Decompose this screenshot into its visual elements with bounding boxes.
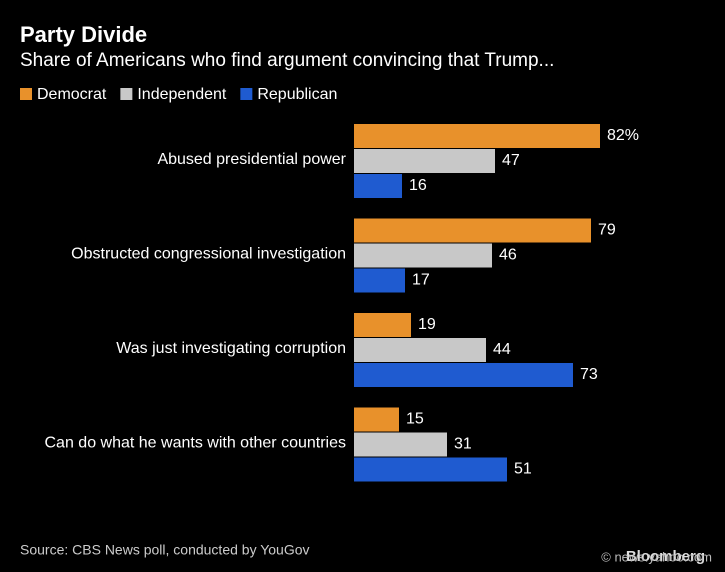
legend-label: Democrat bbox=[37, 86, 107, 103]
legend-label: Independent bbox=[137, 86, 227, 103]
bar bbox=[354, 363, 573, 387]
legend-label: Republican bbox=[257, 86, 337, 103]
bar bbox=[354, 457, 507, 482]
bar bbox=[354, 243, 492, 268]
value-label: 19 bbox=[418, 316, 436, 333]
legend-swatch bbox=[240, 88, 253, 100]
value-label: 82% bbox=[607, 127, 639, 144]
bar bbox=[354, 174, 402, 198]
bar bbox=[354, 407, 399, 432]
category-label: Was just investigating corruption bbox=[116, 340, 346, 357]
value-label: 47 bbox=[502, 152, 520, 169]
bar bbox=[354, 313, 411, 337]
bar bbox=[354, 149, 495, 173]
legend-swatch bbox=[120, 88, 133, 100]
value-label: 44 bbox=[493, 341, 511, 358]
source: Source: CBS News poll, conducted by YouG… bbox=[20, 542, 310, 558]
value-label: 46 bbox=[499, 247, 517, 264]
value-label: 31 bbox=[454, 436, 472, 453]
chart-title: Party Divide bbox=[20, 22, 147, 47]
bar bbox=[354, 268, 405, 293]
value-label: 73 bbox=[580, 366, 598, 383]
value-label: 17 bbox=[412, 272, 430, 289]
value-label: 79 bbox=[598, 222, 616, 239]
category-label: Abused presidential power bbox=[157, 151, 346, 168]
legend-swatch bbox=[20, 88, 32, 100]
bar bbox=[354, 218, 591, 243]
brand: Bloomberg bbox=[626, 548, 705, 565]
bar bbox=[354, 124, 600, 148]
category-label: Can do what he wants with other countrie… bbox=[45, 435, 347, 452]
watermark: © news.yahoo.com bbox=[601, 549, 712, 564]
value-label: 16 bbox=[409, 177, 427, 194]
bar bbox=[354, 338, 486, 362]
category-label: Obstructed congressional investigation bbox=[71, 246, 346, 263]
value-label: 15 bbox=[406, 411, 424, 428]
value-label: 51 bbox=[514, 461, 532, 478]
chart-subtitle: Share of Americans who find argument con… bbox=[20, 50, 554, 71]
bar bbox=[354, 432, 447, 457]
